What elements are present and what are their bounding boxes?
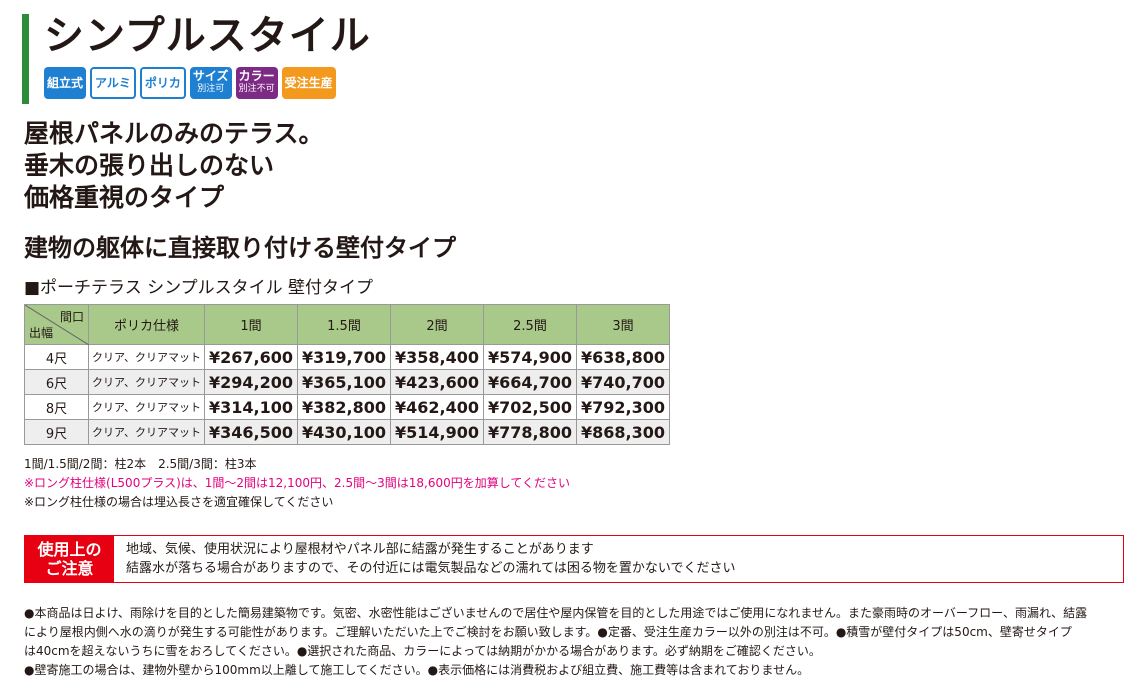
price-cell: ¥664,700 [483, 369, 577, 395]
footer-notes: ●本商品は日よけ、雨除けを目的とした簡易建築物です。気密、水密性能はございません… [24, 604, 1128, 680]
price-cell: ¥778,800 [483, 419, 577, 445]
burial-note: ※ロング柱仕様の場合は埋込長さを適宜確保してください [24, 495, 334, 509]
badge-polycarbonate: ポリカ [139, 67, 186, 99]
depth-cell: 6尺 [24, 369, 89, 395]
headline-line: 垂木の張り出しのない [24, 151, 275, 180]
price-cell: ¥638,800 [576, 344, 670, 370]
price-cell: ¥574,900 [483, 344, 577, 370]
caution-text: 地域、気候、使用状況により屋根材やパネル部に結露が発生することがあります 結露水… [114, 536, 747, 582]
finish-cell: クリア、クリアマット [88, 419, 205, 445]
price-cell: ¥382,800 [297, 394, 391, 420]
page-title: シンプルスタイル [44, 13, 371, 59]
badge-label: ポリカ [144, 75, 181, 90]
caution-label-line: ご注意 [45, 559, 94, 578]
headline: 屋根パネルのみのテラス。 垂木の張り出しのない 価格重視のタイプ [24, 118, 324, 214]
price-cell: ¥740,700 [576, 369, 670, 395]
column-header: 2.5間 [483, 304, 577, 345]
table-row: 9尺 クリア、クリアマット ¥346,500 ¥430,100 ¥514,900… [24, 419, 670, 445]
depth-cell: 8尺 [24, 394, 89, 420]
badge-aluminum: アルミ [90, 67, 136, 99]
price-cell: ¥462,400 [390, 394, 484, 420]
badge-label: カラー [238, 69, 275, 83]
price-cell: ¥294,200 [204, 369, 298, 395]
price-cell: ¥358,400 [390, 344, 484, 370]
footer-line: により屋根内側へ水の滴りが発生する可能性があります。ご理解いただいた上でご検討を… [24, 625, 1072, 639]
price-cell: ¥346,500 [204, 419, 298, 445]
badge-label: 組立式 [47, 75, 84, 90]
badge-color-custom: カラー 別注不可 [235, 67, 278, 99]
badge-label: 受注生産 [284, 75, 333, 90]
price-cell: ¥430,100 [297, 419, 391, 445]
post-count-note: 1間/1.5間/2間：柱2本 2.5間/3間：柱3本 [24, 457, 257, 471]
depth-cell: 9尺 [24, 419, 89, 445]
corner-depth-label: 出幅 [29, 326, 54, 340]
price-cell: ¥514,900 [390, 419, 484, 445]
badge-sublabel: 別注不可 [238, 84, 275, 94]
table-row: 8尺 クリア、クリアマット ¥314,100 ¥382,800 ¥462,400… [24, 394, 670, 420]
footer-line: ●本商品は日よけ、雨除けを目的とした簡易建築物です。気密、水密性能はございません… [24, 606, 1088, 620]
depth-cell: 4尺 [24, 344, 89, 370]
price-cell: ¥868,300 [576, 419, 670, 445]
long-post-note: ※ロング柱仕様(L500プラス)は、1間～2間は12,100円、2.5間～3間は… [24, 476, 571, 490]
finish-cell: クリア、クリアマット [88, 394, 205, 420]
headline-line: 屋根パネルのみのテラス。 [24, 119, 324, 148]
table-row: 6尺 クリア、クリアマット ¥294,200 ¥365,100 ¥423,600… [24, 369, 670, 395]
price-cell: ¥365,100 [297, 369, 391, 395]
feature-badges: 組立式 アルミ ポリカ サイズ 別注可 カラー 別注不可 受注生産 [44, 67, 336, 99]
column-header: 1間 [204, 304, 298, 345]
finish-cell: クリア、クリアマット [88, 344, 205, 370]
price-cell: ¥267,600 [204, 344, 298, 370]
finish-cell: クリア、クリアマット [88, 369, 205, 395]
title-accent-bar [22, 14, 29, 104]
badge-assembly: 組立式 [44, 67, 87, 99]
column-header: 3間 [576, 304, 670, 345]
column-header: 2間 [390, 304, 484, 345]
price-table: 間口 出幅 ポリカ仕様 1間 1.5間 2間 2.5間 3間 4尺 クリア、クリ… [24, 304, 670, 445]
finish-header: ポリカ仕様 [88, 304, 205, 345]
footer-line: ●壁寄施工の場合は、建物外壁から100mm以上離して施工してください。●表示価格… [24, 663, 810, 677]
table-title: ■ポーチテラス シンプルスタイル 壁付タイプ [24, 278, 374, 298]
corner-width-label: 間口 [59, 310, 84, 324]
headline-line: 価格重視のタイプ [24, 183, 225, 212]
caution-label: 使用上の ご注意 [25, 536, 114, 582]
table-header-row: 間口 出幅 ポリカ仕様 1間 1.5間 2間 2.5間 3間 [24, 304, 670, 345]
badge-label: アルミ [95, 75, 131, 90]
diagonal-divider [25, 305, 89, 345]
column-header: 1.5間 [297, 304, 391, 345]
footer-line: は40cmを超えないうちに雪をおろしてください。●選択された商品、カラーによって… [24, 644, 821, 658]
price-cell: ¥314,100 [204, 394, 298, 420]
badge-label: サイズ [192, 69, 229, 83]
table-row: 4尺 クリア、クリアマット ¥267,600 ¥319,700 ¥358,400… [24, 344, 670, 370]
caution-box: 使用上の ご注意 地域、気候、使用状況により屋根材やパネル部に結露が発生すること… [24, 535, 1124, 583]
badge-size-custom: サイズ 別注可 [189, 67, 232, 99]
price-cell: ¥319,700 [297, 344, 391, 370]
price-cell: ¥702,500 [483, 394, 577, 420]
subheading: 建物の躯体に直接取り付ける壁付タイプ [24, 234, 456, 262]
corner-header: 間口 出幅 [24, 304, 89, 345]
badge-sublabel: 別注可 [197, 84, 225, 94]
caution-line: 地域、気候、使用状況により屋根材やパネル部に結露が発生することがあります [126, 542, 594, 557]
price-cell: ¥792,300 [576, 394, 670, 420]
caution-line: 結露水が落ちる場合がありますので、その付近には電気製品などの濡れては困る物を置か… [126, 561, 736, 576]
badge-made-to-order: 受注生産 [281, 67, 336, 99]
price-cell: ¥423,600 [390, 369, 484, 395]
caution-label-line: 使用上の [37, 540, 102, 559]
